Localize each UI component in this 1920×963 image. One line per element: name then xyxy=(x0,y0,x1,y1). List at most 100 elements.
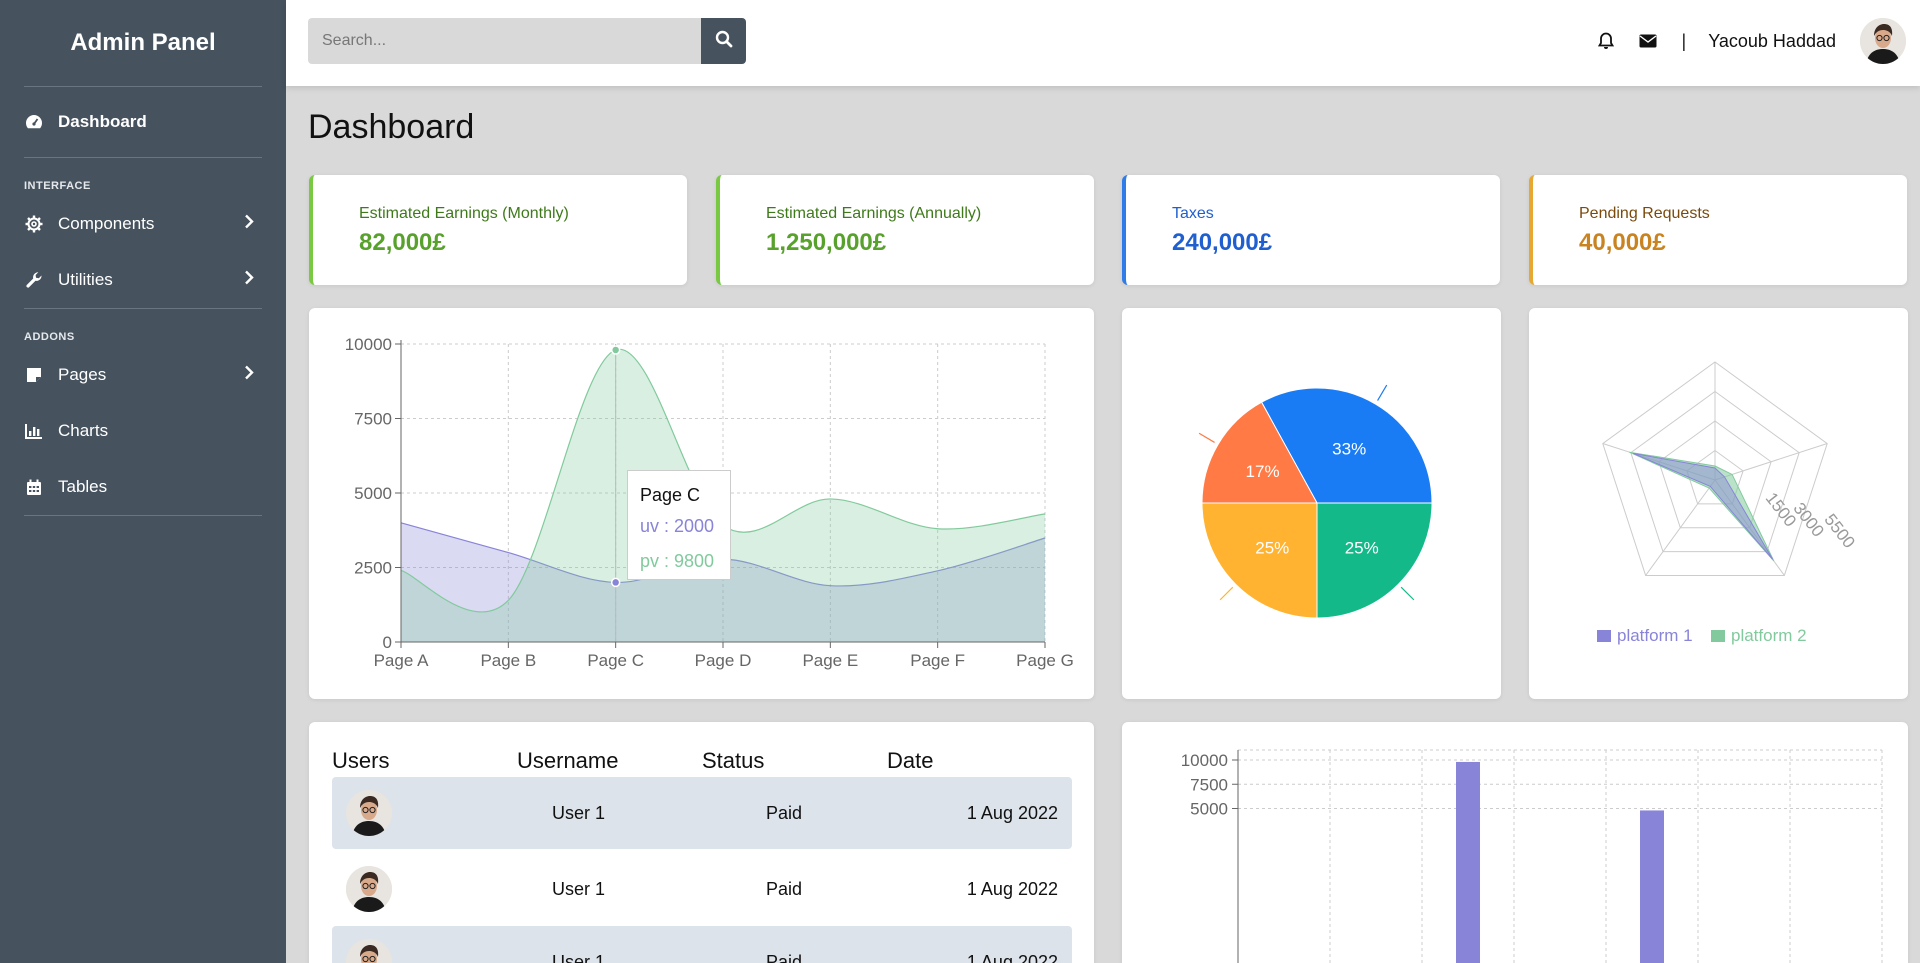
sidebar-divider xyxy=(24,157,262,158)
envelope-icon[interactable] xyxy=(1638,31,1658,51)
sidebar-section-heading: ADDONS xyxy=(24,331,75,343)
bar-chart-card: 10000 7500 5000 xyxy=(1122,722,1908,963)
cell-date: 1 Aug 2022 xyxy=(966,802,1058,823)
topbar-separator: | xyxy=(1681,30,1687,51)
area-fill-pv xyxy=(401,349,1045,642)
column-header-users: Users xyxy=(332,748,390,773)
search-input[interactable] xyxy=(308,18,702,64)
avatar xyxy=(346,790,392,836)
column-header-username: Username xyxy=(517,748,619,773)
pie-label-line xyxy=(1400,586,1415,601)
stat-label: Estimated Earnings (Monthly) xyxy=(359,205,569,222)
cell-username: User 1 xyxy=(552,802,606,823)
sidebar-divider xyxy=(24,515,262,516)
pie-slice-label: 33% xyxy=(1332,440,1366,459)
legend-swatch xyxy=(1711,630,1725,642)
stat-card-annual-earnings: Estimated Earnings (Annually) 1,250,000£ xyxy=(716,175,1094,285)
sidebar-item-components[interactable]: Components xyxy=(0,196,286,252)
stat-card-taxes: Taxes 240,000£ xyxy=(1122,175,1500,285)
sidebar-item-label: Tables xyxy=(58,477,108,496)
radar-grid-ring xyxy=(1658,420,1772,529)
gear-icon xyxy=(24,214,44,234)
sidebar-item-charts[interactable]: Charts xyxy=(0,403,286,459)
sidebar-section-heading: INTERFACE xyxy=(24,180,91,192)
pie-label-line xyxy=(1377,384,1388,401)
area-chart-card: 0 2500 5000 7500 10000 Page A Page B Page C Page… xyxy=(309,308,1094,699)
sidebar-item-utilities[interactable]: Utilities xyxy=(0,252,286,308)
page-title: Dashboard xyxy=(308,108,475,146)
bell-icon[interactable] xyxy=(1596,31,1616,51)
stat-label: Taxes xyxy=(1172,205,1214,222)
avatar[interactable] xyxy=(1860,18,1906,64)
pie-slice xyxy=(1201,401,1318,504)
column-header-date: Date xyxy=(887,748,934,773)
bar-chart-icon xyxy=(24,421,44,441)
cell-status: Paid xyxy=(766,878,803,899)
cell-username: User 1 xyxy=(552,951,606,963)
pie-slice-label: 25% xyxy=(1255,539,1289,558)
radar-axis-line xyxy=(1714,443,1828,481)
cell-username: User 1 xyxy=(552,878,606,899)
avatar xyxy=(346,939,392,963)
stat-value: 240,000£ xyxy=(1172,229,1273,256)
pie-slice-label: 25% xyxy=(1345,539,1379,558)
sidebar-item-label: Charts xyxy=(58,421,109,440)
chart-tooltip: Page C uv : 2000 pv : 9800 xyxy=(627,470,731,580)
x-tick-label: Page A xyxy=(374,651,429,670)
table-header: Users Username Status Date xyxy=(332,748,1072,774)
sidebar-item-dashboard[interactable]: Dashboard xyxy=(0,87,286,157)
topbar-user-area: | Yacoub Haddad xyxy=(1596,16,1906,66)
legend-swatch xyxy=(1597,630,1611,642)
sidebar: Admin Panel Dashboard INTERFACE Componen… xyxy=(0,0,286,963)
wrench-icon xyxy=(24,270,44,290)
stat-value: 82,000£ xyxy=(359,229,446,256)
tooltip-uv: uv : 2000 xyxy=(640,516,715,536)
y-tick-label: 0 xyxy=(383,633,392,652)
radar-tick-label: 5500 xyxy=(1821,510,1859,552)
gauge-icon xyxy=(24,112,44,132)
pie-chart-card: 33% 17% 25% 25% xyxy=(1122,308,1501,699)
sidebar-item-label: Utilities xyxy=(58,270,113,289)
chevron-right-icon xyxy=(244,270,254,291)
y-tick-label: 2500 xyxy=(354,559,392,578)
bar-chart: 10000 7500 5000 xyxy=(1181,749,1883,963)
search-button[interactable] xyxy=(701,18,746,64)
radar-grid-ring xyxy=(1630,390,1800,553)
y-tick-label: 10000 xyxy=(1181,751,1228,770)
pie-slice xyxy=(1260,387,1433,504)
radar-grid-ring xyxy=(1602,361,1828,576)
y-tick-label: 7500 xyxy=(354,410,392,429)
sidebar-divider xyxy=(24,308,262,309)
table-row[interactable]: User 1 Paid 1 Aug 2022 xyxy=(332,853,1072,925)
pie-slice-label: 17% xyxy=(1246,462,1280,481)
x-tick-label: Page D xyxy=(695,651,752,670)
y-tick-label: 5000 xyxy=(354,484,392,503)
y-tick-label: 10000 xyxy=(345,335,392,354)
sidebar-item-tables[interactable]: Tables xyxy=(0,459,286,515)
x-tick-label: Page C xyxy=(587,651,644,670)
cell-date: 1 Aug 2022 xyxy=(966,951,1058,963)
pie-label-line xyxy=(1198,432,1215,443)
search-icon xyxy=(715,30,733,53)
legend-label: platform 1 xyxy=(1617,626,1693,645)
table-row[interactable]: User 1 Paid 1 Aug 2022 xyxy=(332,926,1072,963)
x-tick-label: Page B xyxy=(480,651,536,670)
bar xyxy=(1456,761,1480,963)
x-tick-label: Page F xyxy=(910,651,965,670)
stat-card-pending-requests: Pending Requests 40,000£ xyxy=(1529,175,1907,285)
radar-chart-card: 1500 3000 5500 platform 1 platform 2 xyxy=(1529,308,1908,699)
calendar-icon xyxy=(24,477,44,497)
brand-title[interactable]: Admin Panel xyxy=(70,29,216,56)
stat-value: 40,000£ xyxy=(1579,229,1666,256)
chevron-right-icon xyxy=(244,214,254,235)
x-tick-label: Page E xyxy=(802,651,858,670)
sidebar-item-pages[interactable]: Pages xyxy=(0,347,286,403)
active-dot-pv xyxy=(610,345,621,355)
radar-area-platform-2 xyxy=(1629,451,1775,562)
area-chart: 0 2500 5000 7500 10000 Page A Page B Page C Page… xyxy=(345,335,1074,670)
pie-label-line xyxy=(1219,586,1234,601)
table-row[interactable]: User 1 Paid 1 Aug 2022 xyxy=(332,777,1072,849)
sidebar-item-label: Pages xyxy=(58,365,107,384)
user-name[interactable]: Yacoub Haddad xyxy=(1708,30,1836,51)
